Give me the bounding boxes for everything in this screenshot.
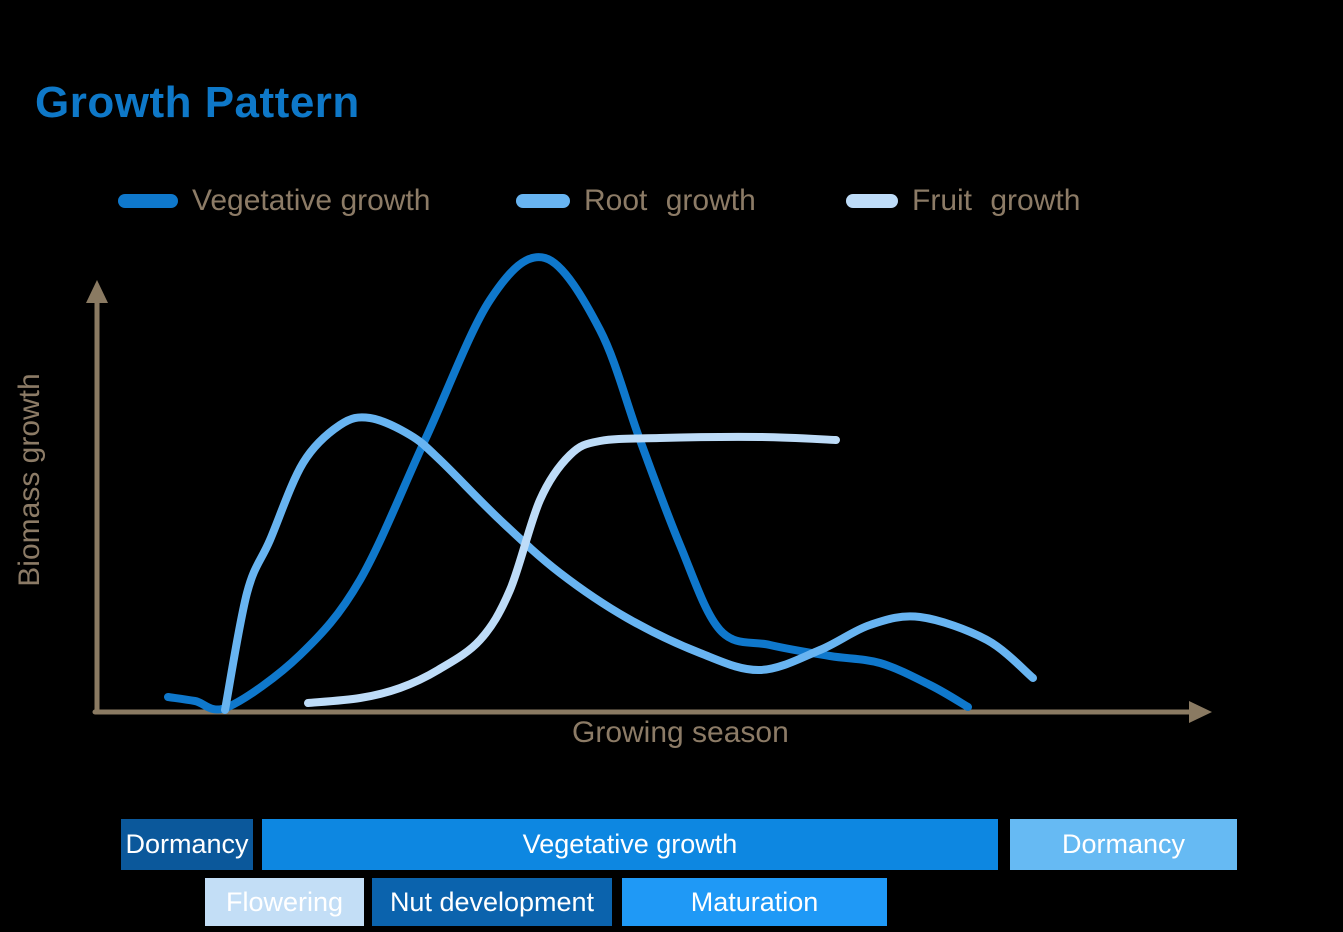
axes [86, 280, 1212, 723]
curve-fruit-growth [304, 432, 840, 707]
legend-swatch-root-icon [516, 194, 570, 208]
phase-row-1: Dormancy Vegetative growth Dormancy [0, 819, 1343, 870]
phase-bar-flowering: Flowering [205, 878, 364, 926]
legend-swatch-fruit-icon [846, 194, 898, 208]
phase-row-2: Flowering Nut development Maturation [0, 878, 1343, 926]
legend-item-root-growth: Root growth [516, 183, 756, 219]
curve-vegetative-growth [164, 253, 972, 714]
legend-label: Root growth [584, 184, 756, 217]
phase-bar-maturation: Maturation [622, 878, 887, 926]
phase-bar-vegetative-growth: Vegetative growth [262, 819, 998, 870]
phase-bar-nut-development: Nut development [372, 878, 612, 926]
curve-root-growth [221, 413, 1037, 714]
y-axis-arrow-icon [86, 280, 108, 303]
curves [164, 253, 1037, 714]
phase-bar-dormancy: Dormancy [121, 819, 253, 870]
legend-label: Vegetative growth [192, 184, 431, 217]
legend-item-vegetative-growth: Vegetative growth [118, 183, 431, 219]
legend-label: Fruit growth [912, 184, 1081, 217]
legend-item-fruit-growth: Fruit growth [846, 183, 1080, 219]
legend-swatch-vegetative-icon [118, 194, 178, 208]
y-axis-label: Biomass growth [13, 373, 46, 587]
legend: Vegetative growth Root growth Fruit grow… [0, 183, 1343, 223]
phase-bar-dormancy: Dormancy [1010, 819, 1237, 870]
x-axis-arrow-icon [1189, 701, 1212, 723]
chart-title: Growth Pattern [35, 78, 360, 127]
x-axis-label: Growing season [572, 716, 789, 749]
